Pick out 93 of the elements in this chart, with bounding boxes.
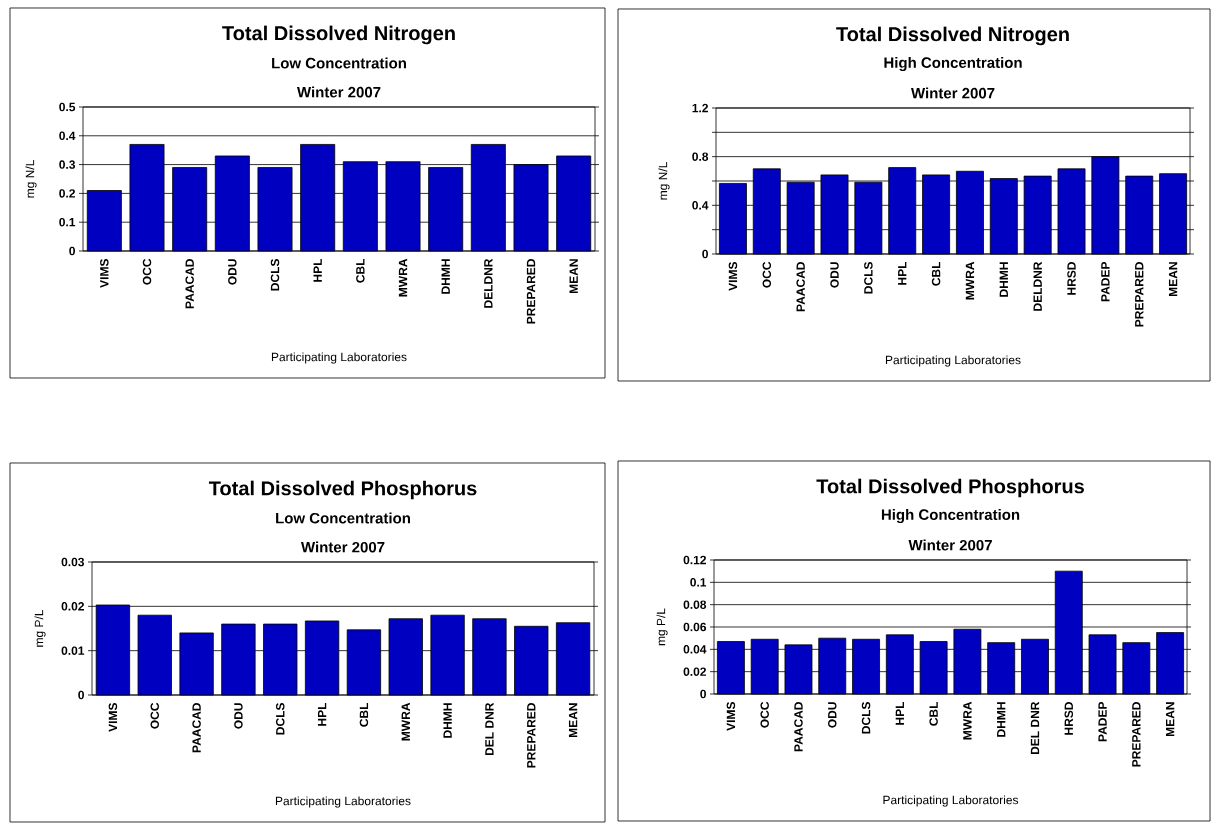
x-tick-label: DEL DNR (1030, 701, 1040, 755)
x-tick-label: OCC (760, 701, 769, 728)
x-tick-label: DHMH (997, 702, 1006, 737)
x-tick-label: ODU (228, 259, 237, 285)
y-axis-title: mg N/L (658, 162, 670, 200)
text: Winter 2007 (911, 87, 995, 99)
x-tick-label: ODU (828, 702, 837, 728)
y-tick-label: 0 (700, 689, 706, 699)
x-tick-label: HRSD (1064, 702, 1074, 735)
chart-subtitle: High Concentration (884, 56, 1022, 72)
x-tick-label: ODU (234, 703, 243, 729)
x-tick-label: HPL (313, 258, 322, 282)
x-tick-label: MWRA (963, 701, 972, 740)
x-tick-label: MWRA (965, 261, 975, 300)
y-axis-title: mg N/L (25, 160, 37, 198)
x-tick-label: DELDNR (1033, 261, 1042, 311)
x-axis-title: Participating Laboratories (271, 352, 407, 364)
x-tick-label: DHMH (441, 259, 450, 294)
y-tick-label: 1.2 (692, 103, 708, 113)
x-tick-label: CBL (359, 702, 369, 727)
x-tick-label: PREPARED (526, 259, 536, 324)
x-tick-label: MEAN (568, 703, 578, 738)
y-tick-label: 0.1 (59, 217, 76, 227)
chart-subtitle: Low Concentration (272, 57, 406, 69)
x-tick-label: DCLS (864, 262, 873, 294)
y-tick-label: 0.3 (59, 160, 76, 169)
x-tick-label: VIMS (726, 702, 736, 731)
x-tick-label: OCC (762, 261, 772, 288)
y-tick-label: 0 (702, 249, 708, 259)
x-tick-label: MWRA (398, 258, 408, 297)
y-tick-label: 0.12 (683, 555, 706, 565)
text: Winter 2007 (300, 541, 385, 553)
x-tick-label: DELDNR (484, 258, 493, 308)
x-tick-label: DCLS (270, 259, 280, 291)
y-axis-title: mg P/L (34, 609, 46, 647)
chart-title: Total Dissolved Phosphorus (816, 478, 1084, 498)
x-tick-label: PADEP (1098, 701, 1107, 742)
x-tick-label: HPL (898, 261, 907, 285)
y-tick-label: 0.03 (61, 557, 85, 567)
x-tick-label: PAACAD (796, 262, 805, 312)
x-tick-label: DCLS (861, 702, 871, 734)
y-tick-label: 0.1 (690, 578, 707, 587)
x-tick-label: DHMH (443, 703, 452, 738)
x-tick-label: VIMS (100, 259, 109, 288)
x-tick-label: PREPARED (527, 703, 536, 768)
x-tick-label: PADEP (1101, 261, 1110, 302)
x-tick-label: DCLS (276, 703, 285, 735)
x-tick-label: OCC (150, 702, 159, 729)
x-axis-title: Participating Laboratories (275, 796, 411, 808)
x-axis-title: Participating Laboratories (885, 355, 1021, 367)
x-tick-label: OCC (142, 258, 152, 285)
y-axis-title: mg P/L (656, 608, 668, 646)
chart-title: Total Dissolved Nitrogen (222, 25, 455, 45)
x-tick-label: PAACAD (192, 703, 201, 753)
x-tick-label: PAACAD (185, 259, 194, 309)
y-tick-label: 0.08 (683, 600, 707, 609)
text: Winter 2007 (296, 86, 381, 98)
x-tick-label: MEAN (1168, 262, 1178, 297)
x-tick-label: PAACAD (794, 702, 803, 752)
x-tick-label: DEL DNR (485, 702, 494, 756)
chart-title: Total Dissolved Nitrogen (836, 26, 1069, 46)
x-tick-label: PREPARED (1135, 262, 1144, 327)
y-tick-label: 0.02 (683, 667, 706, 676)
x-tick-label: MWRA (401, 702, 410, 741)
y-tick-label: 0.8 (692, 152, 709, 161)
text: Winter 2007 (908, 539, 992, 551)
chart-title: Total Dissolved Phosphorus (208, 480, 477, 500)
x-tick-label: ODU (830, 262, 839, 288)
chart-subtitle: High Concentration (881, 508, 1020, 524)
x-tick-label: PREPARED (1132, 702, 1141, 767)
x-tick-label: MEAN (1166, 702, 1175, 737)
x-tick-label: CBL (929, 701, 938, 726)
x-tick-label: VIMS (108, 703, 118, 732)
x-axis-title: Participating Laboratories (883, 795, 1019, 807)
x-tick-label: MEAN (569, 259, 578, 294)
x-tick-label: HRSD (1067, 262, 1076, 295)
y-tick-label: 0.4 (59, 131, 76, 141)
x-tick-label: CBL (356, 258, 365, 283)
y-tick-label: 0.04 (683, 645, 707, 654)
y-tick-label: 0.01 (61, 646, 85, 655)
x-tick-label: CBL (931, 261, 941, 286)
x-tick-label: HPL (317, 702, 327, 726)
y-tick-label: 0.4 (692, 201, 709, 210)
chart-subtitle: Low Concentration (276, 512, 410, 524)
y-tick-label: 0.06 (683, 622, 707, 632)
x-tick-label: VIMS (728, 262, 738, 291)
y-tick-label: 0.02 (61, 602, 84, 611)
y-tick-label: 0.5 (59, 102, 76, 112)
y-tick-label: 0 (78, 690, 84, 700)
y-tick-label: 0.2 (59, 189, 75, 198)
x-tick-label: DHMH (999, 262, 1008, 297)
y-tick-label: 0 (69, 246, 75, 256)
x-tick-label: HPL (895, 701, 904, 725)
